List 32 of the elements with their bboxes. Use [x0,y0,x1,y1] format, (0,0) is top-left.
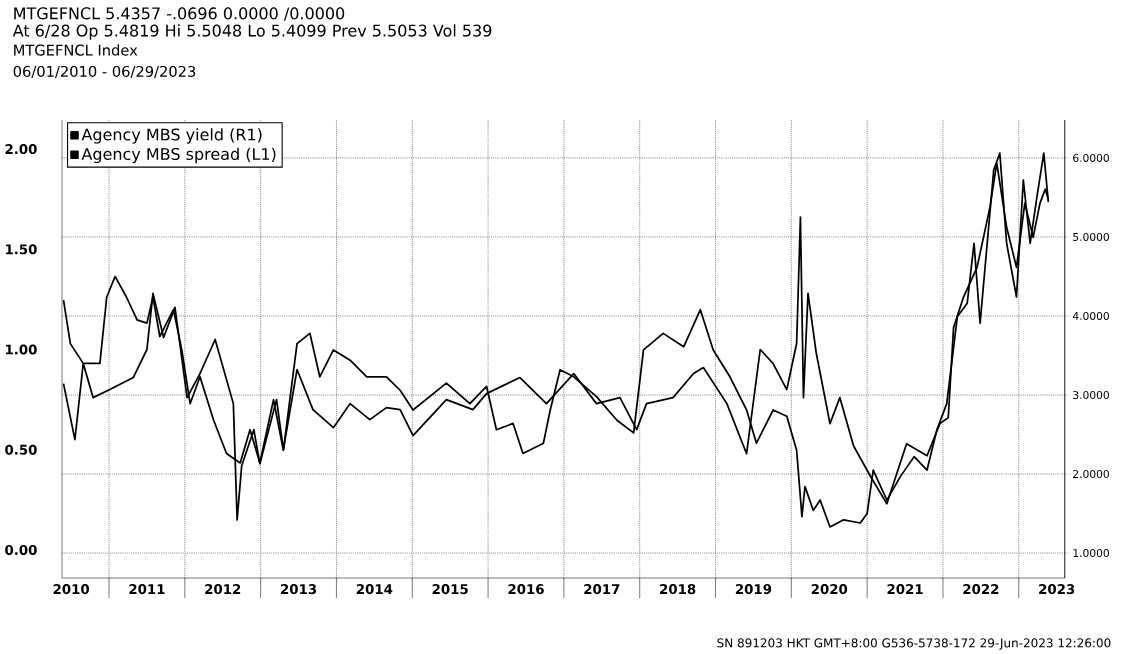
y-tick-label: 1.00 [6,344,37,355]
legend-label: Agency MBS yield (R1) [81,128,262,144]
text: SN 891203 HKT GMT+8:00 G536-5738-172 29-Jun-2023 12:26:00 [717,638,1111,650]
x-tick-label: 2012 [205,584,241,595]
x-tick-label: 2011 [129,584,165,595]
x-tick-label: 2022 [963,584,999,595]
y2-tick-label: 1.0000 [1073,548,1109,558]
x-tick-label: 2018 [660,584,696,595]
x-tick-label: 2019 [735,584,772,595]
text: MTGEFNCL Index [14,44,138,56]
legend-label: Agency MBS spread (L1) [81,147,276,164]
x-tick-label: 2017 [584,584,620,595]
x-tick-label: 2016 [508,584,544,595]
x-tick-label: 2010 [53,584,90,595]
y-tick-label: 0.50 [5,444,37,455]
y-tick-label: 2.00 [5,144,37,155]
y-tick-label: 1.50 [6,244,37,255]
y2-tick-label: 5.0000 [1073,232,1109,241]
y2-tick-label: 6.0000 [1073,153,1109,162]
x-tick-label: 2013 [281,584,317,595]
x-tick-label: 2014 [356,584,393,595]
y2-tick-label: 3.0000 [1073,390,1109,400]
x-tick-label: 2020 [811,584,848,595]
chart-title: MTGEFNCL 5.4357 -.0696 0.0000 /0.0000 [14,7,345,21]
y2-tick-label: 4.0000 [1072,311,1109,320]
y2-tick-label: 2.0000 [1073,469,1109,479]
x-tick-label: 2023 [1039,584,1075,595]
x-tick-label: 2015 [432,584,468,595]
chart-subtitle: At 6/28 Op 5.4819 Hi 5.5048 Lo 5.4099 Prev 5.5053 Vol 539 [12,24,492,40]
text: 06/01/2010 - 06/29/2023 [13,65,196,79]
y-tick-label: 0.00 [5,544,37,555]
x-tick-label: 2021 [887,584,923,595]
